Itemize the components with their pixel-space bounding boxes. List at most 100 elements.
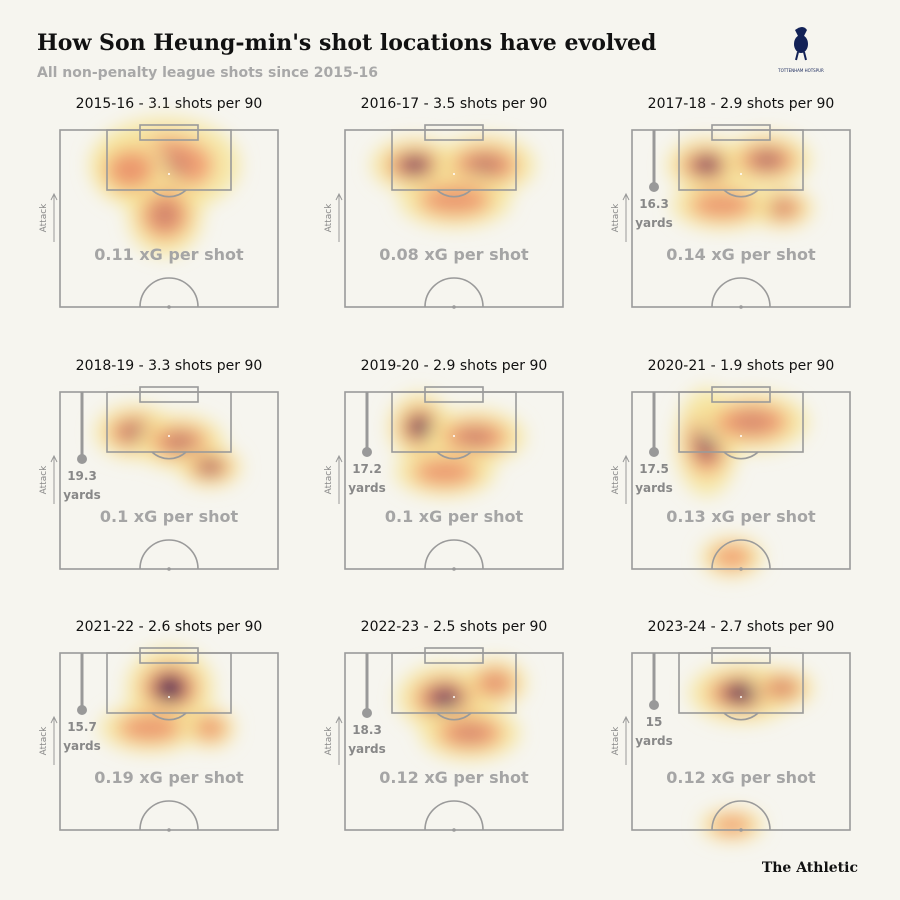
distance-value: 18.3 xyxy=(352,723,382,737)
attack-arrowhead xyxy=(622,192,630,201)
panel: 2021-22 - 2.6 shots per 90 Attack 15.7 yard… xyxy=(39,619,279,832)
distance-value: 17.5 xyxy=(639,462,669,476)
panel-title: 2018-19 - 3.3 shots per 90 xyxy=(76,358,263,374)
heat-core xyxy=(692,156,722,174)
heat-core xyxy=(116,158,144,182)
penalty-spot xyxy=(453,435,455,437)
penalty-spot xyxy=(740,435,742,437)
center-spot xyxy=(167,567,171,571)
attack-arrowhead xyxy=(335,454,343,463)
penalty-arc xyxy=(723,451,759,460)
heatmap xyxy=(371,135,535,227)
six-yard-box xyxy=(424,647,484,664)
panel: 2018-19 - 3.3 shots per 90 Attack 19.3 yard… xyxy=(39,358,279,571)
penalty-spot xyxy=(740,173,742,175)
distance-unit: yards xyxy=(63,739,101,753)
penalty-arc xyxy=(436,189,472,198)
xg-label: 0.14 xG per shot xyxy=(666,245,816,264)
heat-core xyxy=(704,196,740,214)
heatmap xyxy=(95,405,242,488)
center-spot xyxy=(167,828,171,832)
distance-value: 17.2 xyxy=(352,462,382,476)
xg-label: 0.12 xG per shot xyxy=(379,768,529,787)
xg-label: 0.13 xG per shot xyxy=(666,507,816,526)
attack-label: Attack xyxy=(611,465,621,495)
pitch xyxy=(631,386,851,570)
penalty-arc xyxy=(436,712,472,721)
center-spot xyxy=(739,828,743,832)
heat-core xyxy=(164,433,196,451)
center-circle xyxy=(711,277,771,308)
center-spot xyxy=(452,828,456,832)
distance-value: 15 xyxy=(646,715,663,729)
heat-core xyxy=(751,151,783,169)
panel: 2017-18 - 2.9 shots per 90 Attack 16.3 yard… xyxy=(611,96,851,309)
heat-core xyxy=(427,463,463,481)
panels: 2015-16 - 3.1 shots per 90 Attack 0.11 xG … xyxy=(39,96,851,842)
penalty-spot xyxy=(453,696,455,698)
panel-title: 2021-22 - 2.6 shots per 90 xyxy=(76,619,263,635)
pitch xyxy=(631,124,851,308)
distance-dot xyxy=(362,447,372,457)
penalty-arc xyxy=(436,451,472,460)
attack-label: Attack xyxy=(324,726,334,756)
distance-value: 15.7 xyxy=(67,720,97,734)
attack-label: Attack xyxy=(611,726,621,756)
center-spot xyxy=(739,305,743,309)
attack-arrowhead xyxy=(622,715,630,724)
penalty-spot xyxy=(168,173,170,175)
xg-label: 0.1 xG per shot xyxy=(100,507,239,526)
six-yard-box xyxy=(424,386,484,403)
six-yard-box xyxy=(139,647,199,664)
panel: 2016-17 - 3.5 shots per 90 Attack 0.08 xG … xyxy=(324,96,564,309)
attack-arrowhead xyxy=(50,454,58,463)
attack-arrowhead xyxy=(50,192,58,201)
heat-core xyxy=(132,719,168,737)
attack-label: Attack xyxy=(39,203,49,233)
distance-unit: yards xyxy=(635,481,673,495)
xg-label: 0.19 xG per shot xyxy=(94,768,244,787)
penalty-arc xyxy=(151,451,187,460)
penalty-box xyxy=(678,129,804,191)
attack-label: Attack xyxy=(39,465,49,495)
heat-core xyxy=(399,156,431,174)
penalty-arc xyxy=(723,712,759,721)
xg-label: 0.11 xG per shot xyxy=(94,245,244,264)
xg-label: 0.12 xG per shot xyxy=(666,768,816,787)
heat-core xyxy=(408,415,432,439)
center-circle xyxy=(711,539,771,570)
center-circle xyxy=(424,800,484,831)
penalty-spot xyxy=(168,435,170,437)
heatmap xyxy=(675,388,809,578)
penalty-box xyxy=(106,652,232,714)
center-circle xyxy=(424,277,484,308)
attack-label: Attack xyxy=(324,203,334,233)
penalty-arc xyxy=(151,712,187,721)
distance-unit: yards xyxy=(635,216,673,230)
six-yard-box xyxy=(139,124,199,141)
heat-core xyxy=(457,428,493,446)
center-circle xyxy=(711,800,771,831)
heatmap xyxy=(667,133,814,230)
distance-dot xyxy=(649,700,659,710)
attack-arrowhead xyxy=(335,715,343,724)
panel-title: 2023-24 - 2.7 shots per 90 xyxy=(648,619,835,635)
penalty-box xyxy=(678,652,804,714)
penalty-arc xyxy=(723,189,759,198)
center-circle xyxy=(139,800,199,831)
panel-title: 2017-18 - 2.9 shots per 90 xyxy=(648,96,835,112)
panel: 2022-23 - 2.5 shots per 90 Attack 18.3 yard… xyxy=(324,619,564,832)
xg-label: 0.08 xG per shot xyxy=(379,245,529,264)
heatmap xyxy=(689,663,814,842)
center-spot xyxy=(739,567,743,571)
heat-mid xyxy=(712,545,752,569)
panel-title: 2019-20 - 2.9 shots per 90 xyxy=(361,358,548,374)
heat-core xyxy=(151,201,179,229)
heat-core xyxy=(770,201,794,215)
heat-core xyxy=(198,460,222,474)
heat-core xyxy=(467,155,503,175)
title: How Son Heung-min's shot locations have … xyxy=(37,30,656,56)
penalty-box xyxy=(106,391,232,453)
heat-core xyxy=(770,681,794,695)
attack-label: Attack xyxy=(39,726,49,756)
